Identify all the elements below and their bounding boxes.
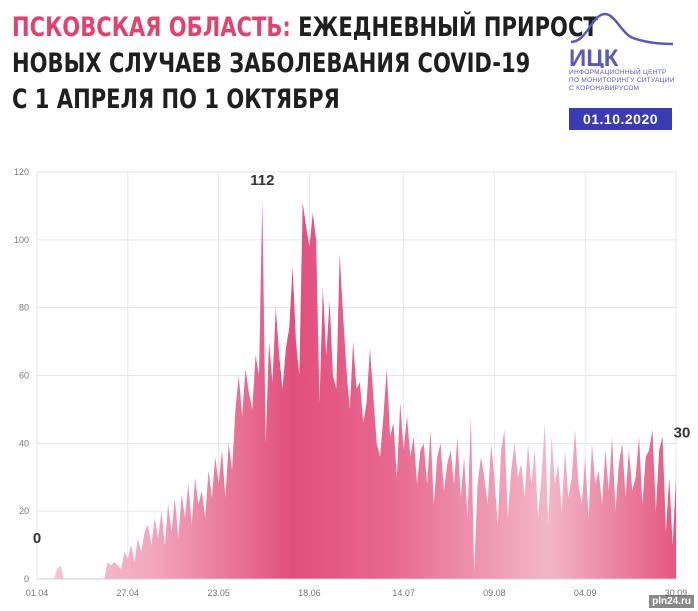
y-tick-label: 40	[19, 438, 29, 448]
x-tick-label: 27.04	[117, 588, 140, 598]
data-label: 0	[33, 530, 41, 547]
y-tick-label: 60	[19, 371, 29, 381]
chart-title: ПСКОВСКАЯ ОБЛАСТЬ: ЕЖЕДНЕВНЫЙ ПРИРОСТ НО…	[12, 10, 598, 118]
y-tick-label: 20	[19, 506, 29, 516]
y-tick-label: 100	[14, 235, 29, 245]
x-tick-label: 30.09	[665, 588, 688, 598]
logo-name: ИЦК	[569, 45, 619, 68]
data-label: 112	[250, 172, 274, 189]
date-badge: 01.10.2020	[569, 108, 672, 130]
x-tick-label: 09.08	[483, 588, 506, 598]
x-tick-label: 04.09	[574, 588, 597, 598]
y-tick-label: 80	[19, 303, 29, 313]
title-line1-rest: ЕЖЕДНЕВНЫЙ ПРИРОСТ	[298, 12, 598, 43]
title-line-3: С 1 АПРЕЛЯ ПО 1 ОКТЯБРЯ	[12, 84, 340, 115]
logo-caption: ИНФОРМАЦИОННЫЙ ЦЕНТР ПО МОНИТОРИНГУ СИТУ…	[569, 69, 675, 92]
ick-logo-icon: ИЦК	[569, 12, 674, 68]
x-tick-label: 23.05	[207, 588, 230, 598]
y-tick-label: 0	[24, 574, 29, 584]
title-line-1: ПСКОВСКАЯ ОБЛАСТЬ: ЕЖЕДНЕВНЫЙ ПРИРОСТ	[12, 10, 598, 46]
data-label: 30	[674, 424, 691, 441]
title-region: ПСКОВСКАЯ ОБЛАСТЬ:	[12, 12, 291, 43]
x-tick-label: 18.06	[298, 588, 321, 598]
x-tick-label: 14.07	[392, 588, 415, 598]
watermark: pln24.ru	[649, 595, 694, 608]
y-tick-label: 120	[14, 167, 29, 177]
series-area	[37, 199, 676, 579]
title-line-2: НОВЫХ СЛУЧАЕВ ЗАБОЛЕВАНИЯ COVID-19	[12, 48, 531, 79]
x-tick-label: 01.04	[26, 588, 49, 598]
